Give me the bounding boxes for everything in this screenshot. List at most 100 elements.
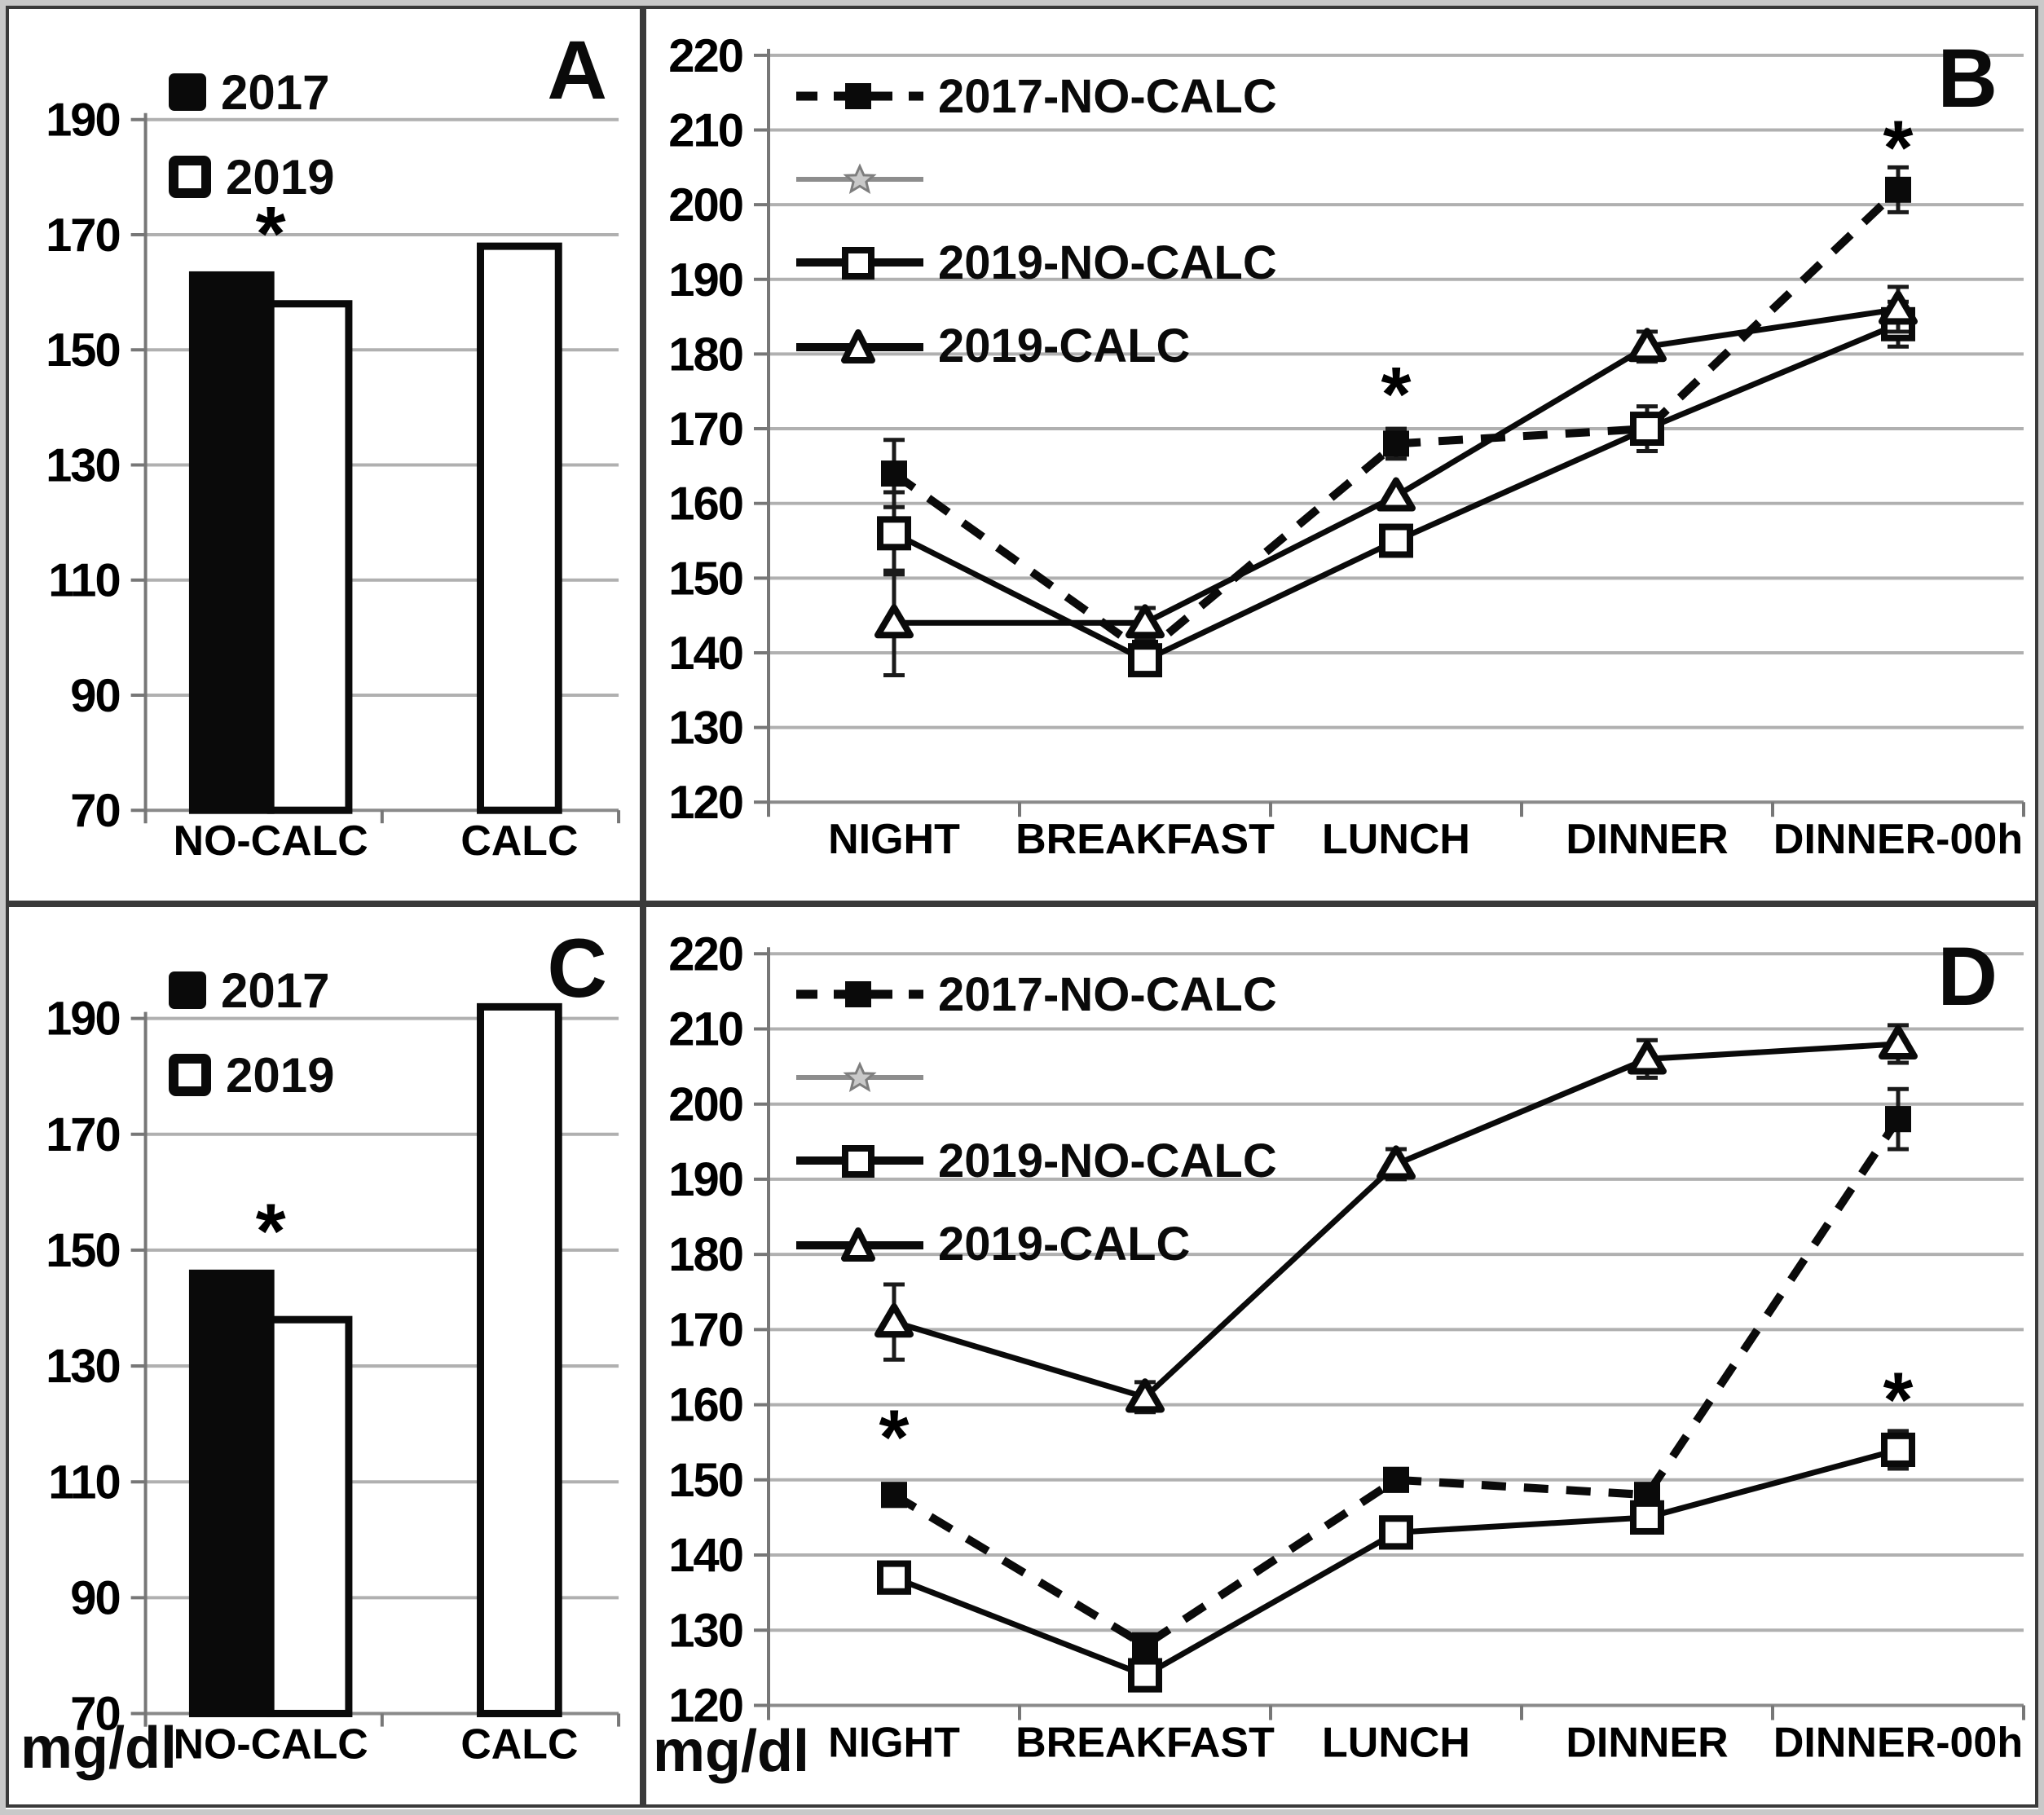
panel-letter: C — [547, 922, 607, 1015]
chart-text: 120 — [668, 777, 742, 829]
chart-text: 150 — [46, 324, 120, 377]
chart-text: DINNER — [1566, 1720, 1728, 1767]
open-square-marker-icon — [1379, 1515, 1413, 1550]
legend-item-2019-calc: 2019-CALC — [795, 1202, 1277, 1285]
open-square-marker-icon — [1630, 412, 1664, 447]
chart-text: 150 — [46, 1224, 120, 1277]
chart-text: 190 — [46, 95, 120, 147]
panel-c: 70 90 110 130 150 170 190 NO-CALC CALC * 2017 201… — [6, 904, 643, 1808]
open-square-marker-icon — [1379, 523, 1413, 558]
legend-label: 2019-CALC — [938, 1217, 1191, 1271]
open-square-marker-icon — [1630, 1500, 1664, 1535]
series-line-2017-NO-CALC — [892, 1117, 1902, 1650]
filled-square-marker-icon — [881, 1482, 907, 1509]
y-axis-unit-label: mg/dl — [653, 1719, 809, 1784]
panel-b: 120 130 140 150 160 170 180 190 200 210 220 NIGHT BR… — [643, 6, 2038, 904]
chart-text: CALC — [460, 817, 578, 864]
open-triangle-marker-icon — [874, 604, 914, 639]
legend-label: 2019 — [226, 1047, 335, 1103]
open-square-swatch-icon — [169, 1054, 211, 1096]
open-square-marker-icon — [1881, 1432, 1915, 1467]
legend-item-2019-no-calc: 2019-NO-CALC — [795, 1119, 1277, 1202]
legend-item-2017-no-calc: 2017-NO-CALC — [795, 55, 1277, 138]
open-triangle-marker-icon — [1628, 328, 1667, 363]
chart-text: LUNCH — [1322, 1720, 1470, 1767]
bar-2019-CALC — [477, 242, 562, 814]
chart-text: 110 — [48, 555, 119, 607]
open-triangle-swatch-icon — [796, 1227, 923, 1262]
open-square-marker-icon — [1128, 643, 1162, 678]
legend-item-2019-calc: 2019-CALC — [795, 304, 1277, 387]
open-triangle-marker-icon — [1126, 604, 1165, 639]
legend-item-2017-no-calc: 2017-NO-CALC — [795, 953, 1277, 1036]
significance-asterisk: * — [1381, 351, 1412, 438]
open-triangle-marker-icon — [874, 1303, 914, 1338]
chart-text: 210 — [668, 1002, 742, 1055]
legend-label: 2019-CALC — [938, 319, 1191, 372]
filled-square-swatch-icon — [169, 971, 206, 1009]
chart-text: 160 — [668, 1379, 742, 1432]
chart-text: NO-CALC — [174, 817, 368, 864]
open-triangle-marker-icon — [1377, 1145, 1416, 1180]
chart-text: 140 — [668, 1529, 742, 1582]
open-square-marker-icon — [877, 1560, 911, 1595]
chart-text: 70 — [70, 1687, 119, 1740]
panel-letter: A — [547, 24, 607, 117]
panel-letter: D — [1937, 930, 1998, 1023]
chart-text: 120 — [668, 1679, 742, 1732]
panel-a-plot: 70 90 110 130 150 170 190 NO-CALC CALC * — [46, 95, 621, 864]
chart-text: 140 — [668, 628, 742, 680]
open-triangle-marker-icon — [1126, 1378, 1165, 1413]
chart-text: CALC — [460, 1721, 578, 1769]
filled-square-marker-icon — [1885, 1106, 1911, 1133]
filled-square-marker-icon — [1383, 430, 1409, 457]
legend-label: 2019-NO-CALC — [938, 236, 1277, 289]
open-square-swatch-icon — [796, 247, 923, 280]
chart-text: LUNCH — [1322, 816, 1470, 863]
open-triangle-marker-icon — [1879, 290, 1918, 325]
open-square-marker-icon — [877, 516, 911, 551]
legend-item-2019-no-calc: 2019-NO-CALC — [795, 221, 1277, 304]
bar-2019-NO-CALC — [267, 1315, 353, 1718]
significance-asterisk: * — [1883, 1357, 1914, 1443]
bar-2019-CALC — [477, 1002, 562, 1718]
panel-c-legend: 2017 2019 — [169, 948, 334, 1117]
legend-label: 2017 — [221, 64, 330, 120]
legend-label: 2019-NO-CALC — [938, 1134, 1277, 1187]
chart-text: 180 — [668, 1228, 742, 1281]
significance-asterisk: * — [256, 191, 286, 277]
chart-text: 90 — [70, 1571, 119, 1624]
legend-label: 2017-NO-CALC — [938, 69, 1277, 123]
bar-2019-NO-CALC — [267, 300, 353, 814]
chart-text: 180 — [668, 328, 742, 381]
chart-text: 220 — [668, 30, 742, 82]
open-triangle-marker-icon — [1628, 1040, 1667, 1075]
chart-text: 170 — [46, 1108, 120, 1161]
legend-label: 2017-NO-CALC — [938, 967, 1277, 1021]
chart-text: 170 — [668, 1303, 742, 1356]
open-triangle-marker-icon — [1879, 1024, 1918, 1060]
legend-item-2017: 2017 — [169, 50, 334, 134]
open-square-swatch-icon — [169, 156, 211, 198]
legend-label: 2017 — [221, 963, 330, 1018]
panel-d: 120 130 140 150 160 170 180 190 200 210 220 NIGHT BR… — [643, 904, 2038, 1808]
panel-a: 70 90 110 130 150 170 190 NO-CALC CALC * 2017 201… — [6, 6, 643, 904]
chart-text: 150 — [668, 1454, 742, 1507]
open-square-swatch-icon — [796, 1145, 923, 1178]
panel-b-plot: 120 130 140 150 160 170 180 190 200 210 220 NIGHT BR… — [668, 30, 2025, 863]
significance-asterisk: * — [256, 1188, 286, 1275]
chart-text: NO-CALC — [174, 1721, 368, 1769]
open-square-marker-icon — [1128, 1658, 1162, 1693]
y-axis-unit-label: mg/dl — [20, 1716, 177, 1781]
panel-d-plot: 120 130 140 150 160 170 180 190 200 210 220 NIGHT BR… — [668, 927, 2025, 1767]
chart-text: 90 — [70, 670, 119, 722]
chart-text: DINNER-00h — [1773, 816, 2023, 863]
chart-text: 170 — [46, 209, 120, 262]
chart-text: NIGHT — [828, 816, 960, 863]
chart-text: BREAKFAST — [1015, 1720, 1275, 1767]
open-triangle-swatch-icon — [796, 329, 923, 363]
significance-asterisk: * — [1883, 105, 1914, 192]
chart-text: DINNER-00h — [1773, 1720, 2023, 1767]
panel-a-legend: 2017 2019 — [169, 50, 334, 219]
